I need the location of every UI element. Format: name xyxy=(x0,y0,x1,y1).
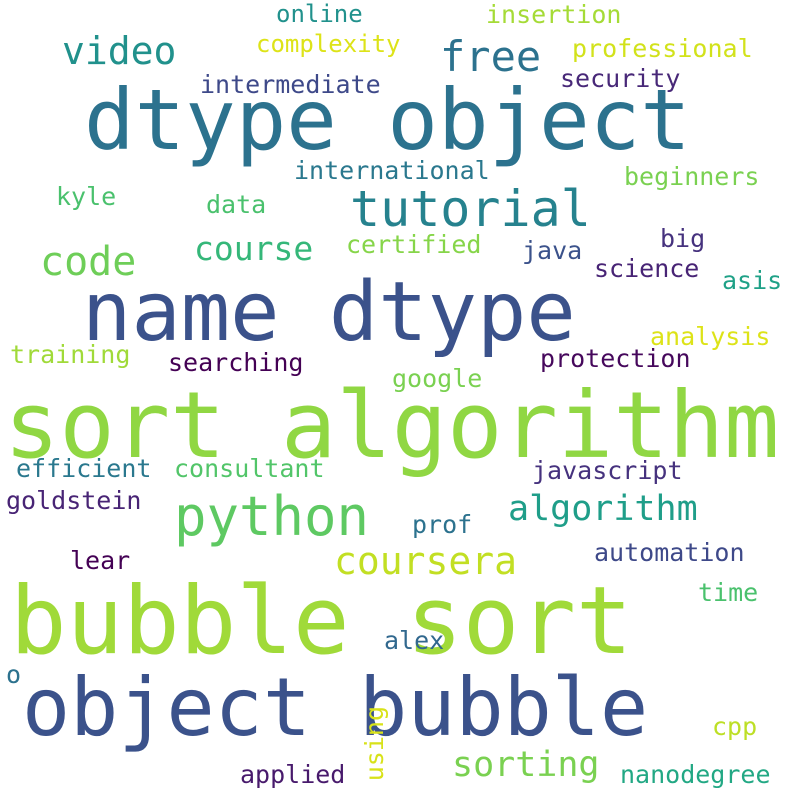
word-searching: searching xyxy=(168,348,304,377)
word-dtype-object: dtype object xyxy=(84,71,691,169)
word-kyle: kyle xyxy=(56,182,117,211)
word-consultant: consultant xyxy=(174,454,325,483)
word-time: time xyxy=(698,578,759,607)
word-efficient: efficient xyxy=(16,454,152,483)
word-algorithm: algorithm xyxy=(508,489,698,529)
word-science: science xyxy=(594,254,700,283)
word-python: python xyxy=(174,485,370,548)
word-analysis: analysis xyxy=(650,322,771,351)
word-sort-algorithm: sort algorithm xyxy=(4,372,780,479)
word-using: using xyxy=(360,706,389,782)
word-applied: applied xyxy=(240,760,346,789)
word-data: data xyxy=(206,190,267,219)
word-training: training xyxy=(10,340,131,369)
word-sorting: sorting xyxy=(452,745,600,785)
word-coursera: coursera xyxy=(334,539,518,583)
word-java: java xyxy=(522,236,583,265)
word-online: online xyxy=(276,0,363,28)
word-course: course xyxy=(194,229,314,268)
word-cpp: cpp xyxy=(712,712,758,741)
word-big: big xyxy=(660,224,706,253)
word-prof: prof xyxy=(412,510,473,539)
word-protection: protection xyxy=(540,344,691,373)
word-object-bubble: object bubble xyxy=(22,661,649,754)
word-o: o xyxy=(6,660,22,689)
word-google: google xyxy=(392,364,483,393)
word-tutorial: tutorial xyxy=(350,180,591,238)
word-beginners: beginners xyxy=(624,162,760,191)
word-intermediate: intermediate xyxy=(200,70,381,99)
word-free: free xyxy=(440,32,542,81)
word-video: video xyxy=(62,29,177,73)
word-automation: automation xyxy=(594,538,745,567)
word-alex: alex xyxy=(384,626,445,655)
word-complexity: complexity xyxy=(256,30,401,58)
word-insertion: insertion xyxy=(486,0,622,29)
word-bubble-sort: bubble sort xyxy=(10,567,633,676)
word-security: security xyxy=(560,64,681,93)
word-lear: lear xyxy=(70,546,131,575)
word-code: code xyxy=(40,239,137,285)
word-name-dtype: name dtype xyxy=(82,265,576,360)
word-javascript: javascript xyxy=(532,456,683,485)
word-certified: certified xyxy=(346,230,482,259)
word-nanodegree: nanodegree xyxy=(620,760,771,789)
word-goldstein: goldstein xyxy=(6,486,142,515)
word-asis: asis xyxy=(722,266,783,295)
word-international: international xyxy=(294,156,490,185)
word-professional: professional xyxy=(572,34,753,63)
